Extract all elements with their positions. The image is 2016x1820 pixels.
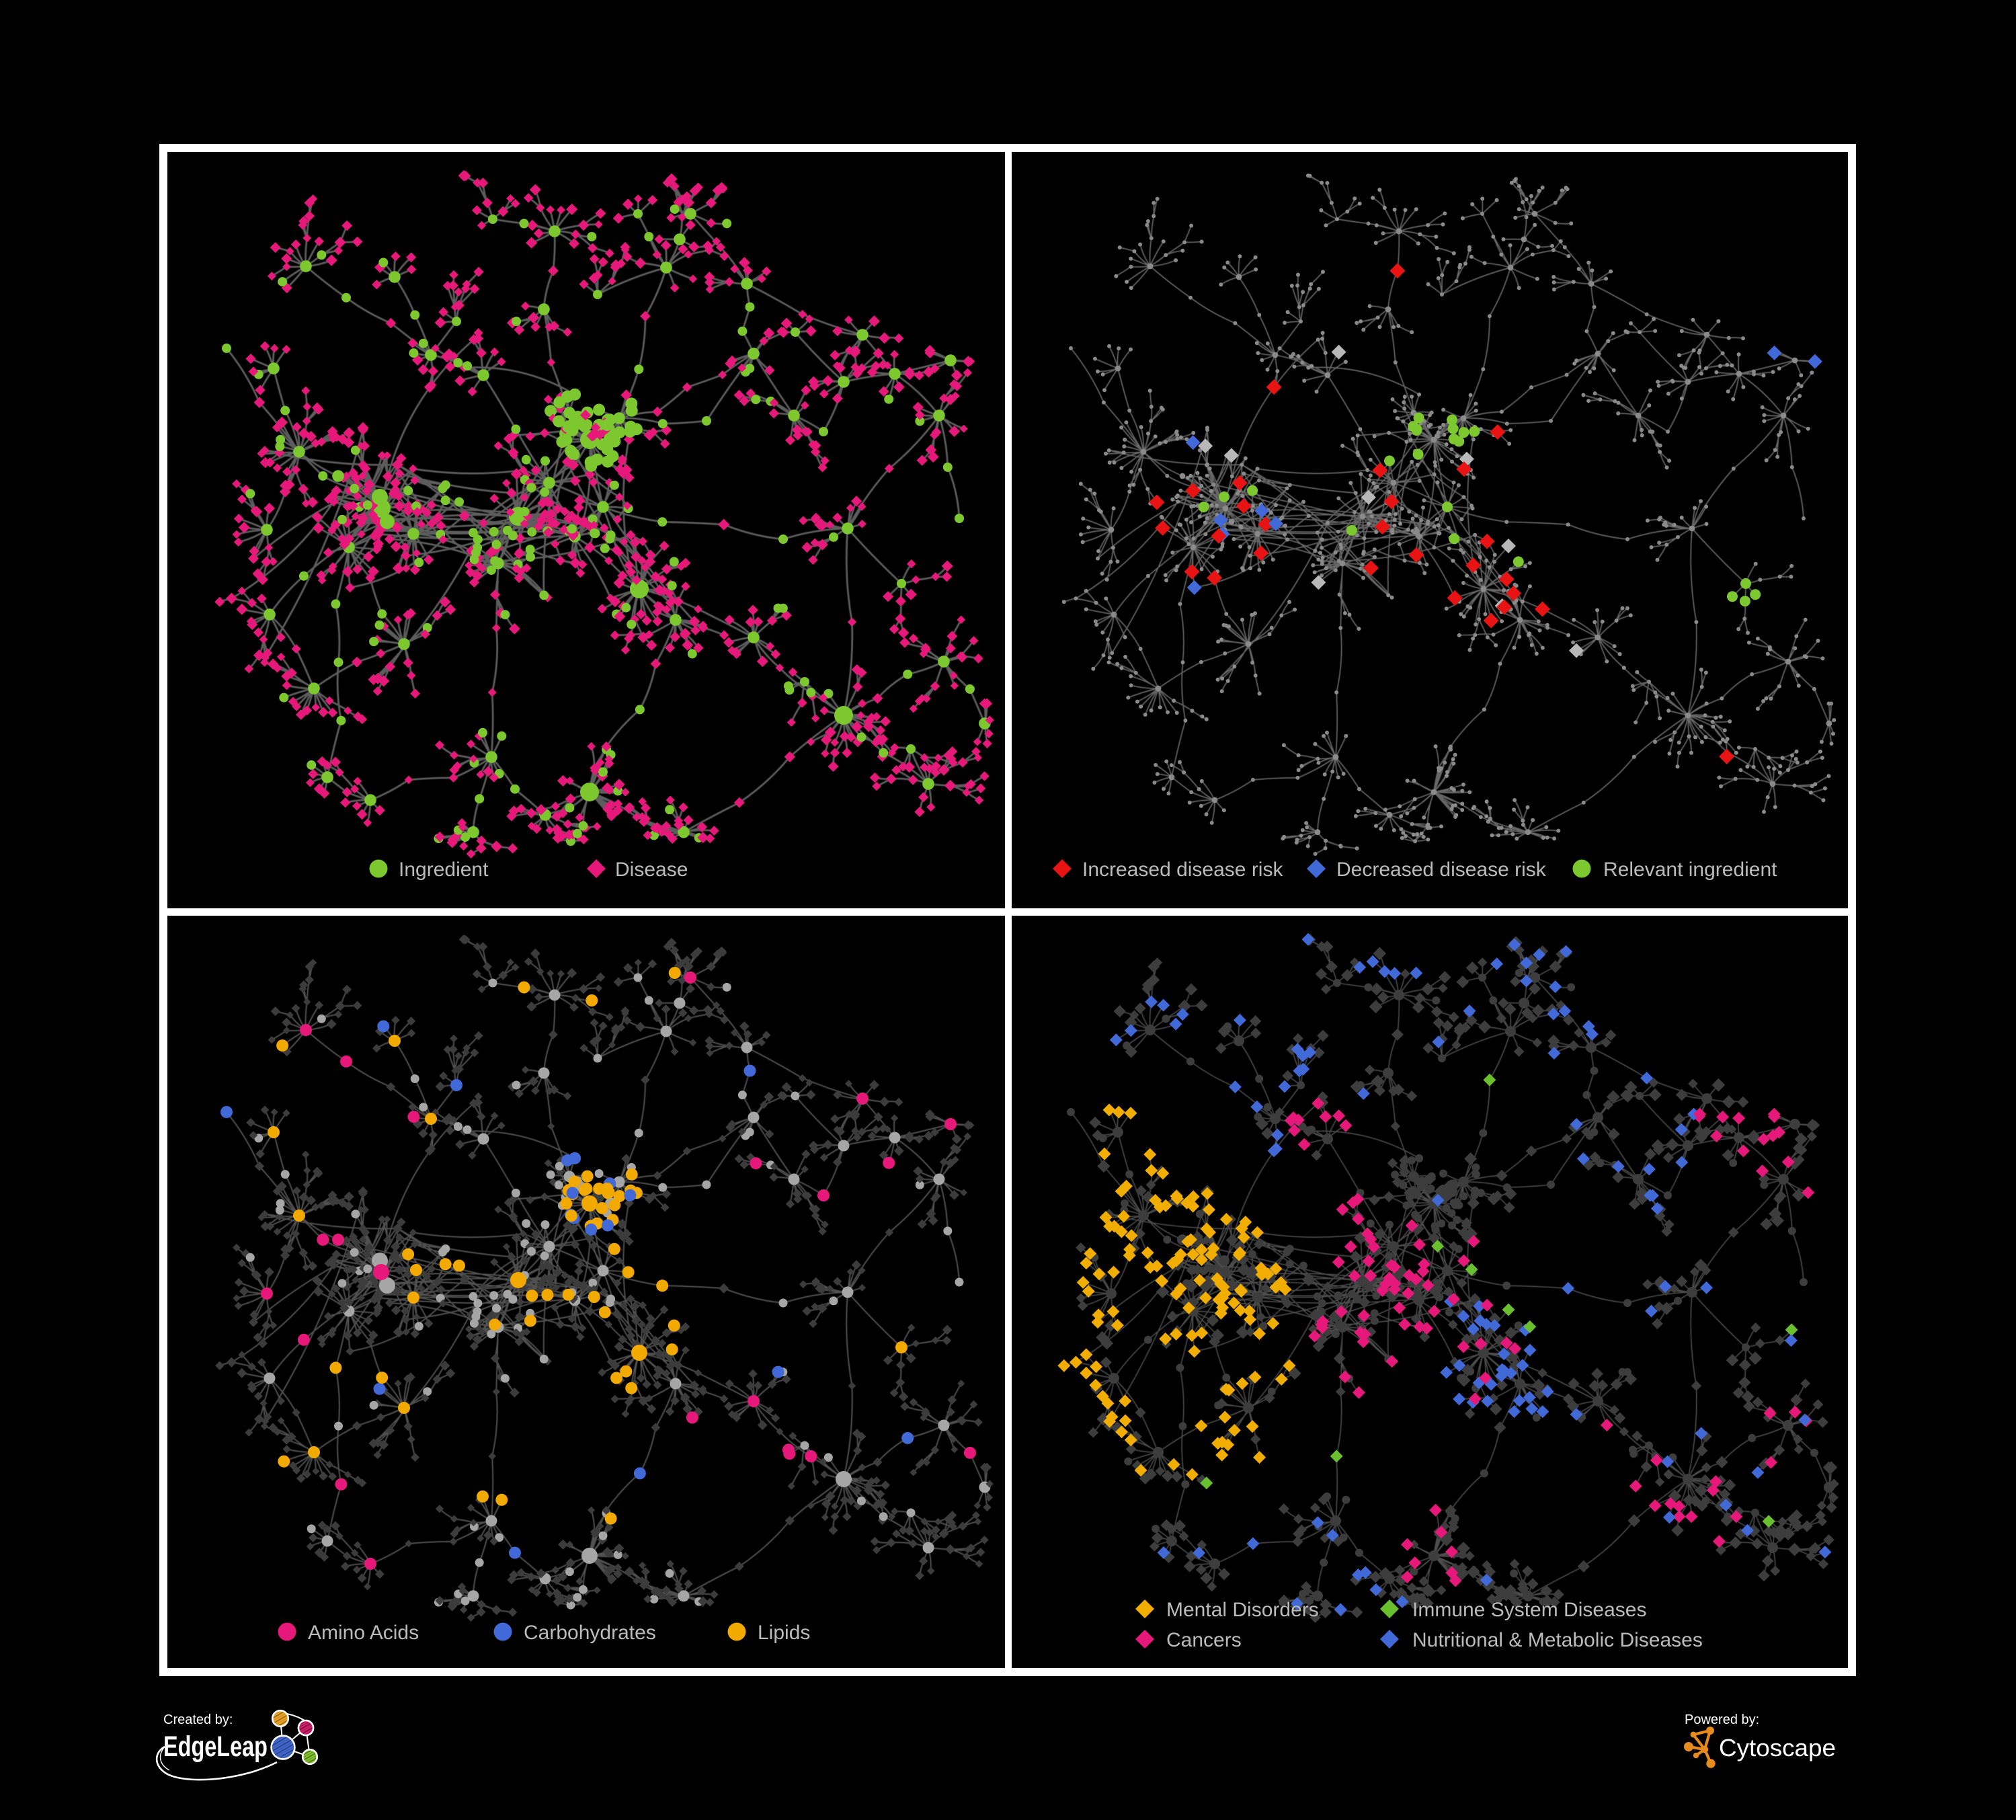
svg-text:Cytoscape: Cytoscape (1719, 1734, 1836, 1762)
svg-text:Immune System Diseases: Immune System Diseases (1412, 1599, 1646, 1621)
svg-text:Ingredient: Ingredient (399, 859, 489, 881)
svg-text:Increased disease risk: Increased disease risk (1082, 859, 1283, 881)
svg-text:Decreased disease risk: Decreased disease risk (1336, 859, 1547, 881)
svg-text:Created by:: Created by: (163, 1712, 233, 1727)
svg-text:Amino Acids: Amino Acids (308, 1622, 419, 1644)
svg-text:Nutritional & Metabolic Diseas: Nutritional & Metabolic Diseases (1412, 1629, 1703, 1651)
svg-text:Mental Disorders: Mental Disorders (1166, 1599, 1319, 1621)
svg-text:Powered by:: Powered by: (1685, 1712, 1759, 1727)
svg-text:Relevant ingredient: Relevant ingredient (1603, 859, 1777, 881)
svg-text:Cancers: Cancers (1166, 1629, 1242, 1651)
svg-text:EdgeLeap: EdgeLeap (163, 1731, 268, 1763)
svg-text:Carbohydrates: Carbohydrates (524, 1622, 656, 1644)
svg-text:Lipids: Lipids (758, 1622, 810, 1644)
svg-text:Disease: Disease (615, 859, 688, 881)
